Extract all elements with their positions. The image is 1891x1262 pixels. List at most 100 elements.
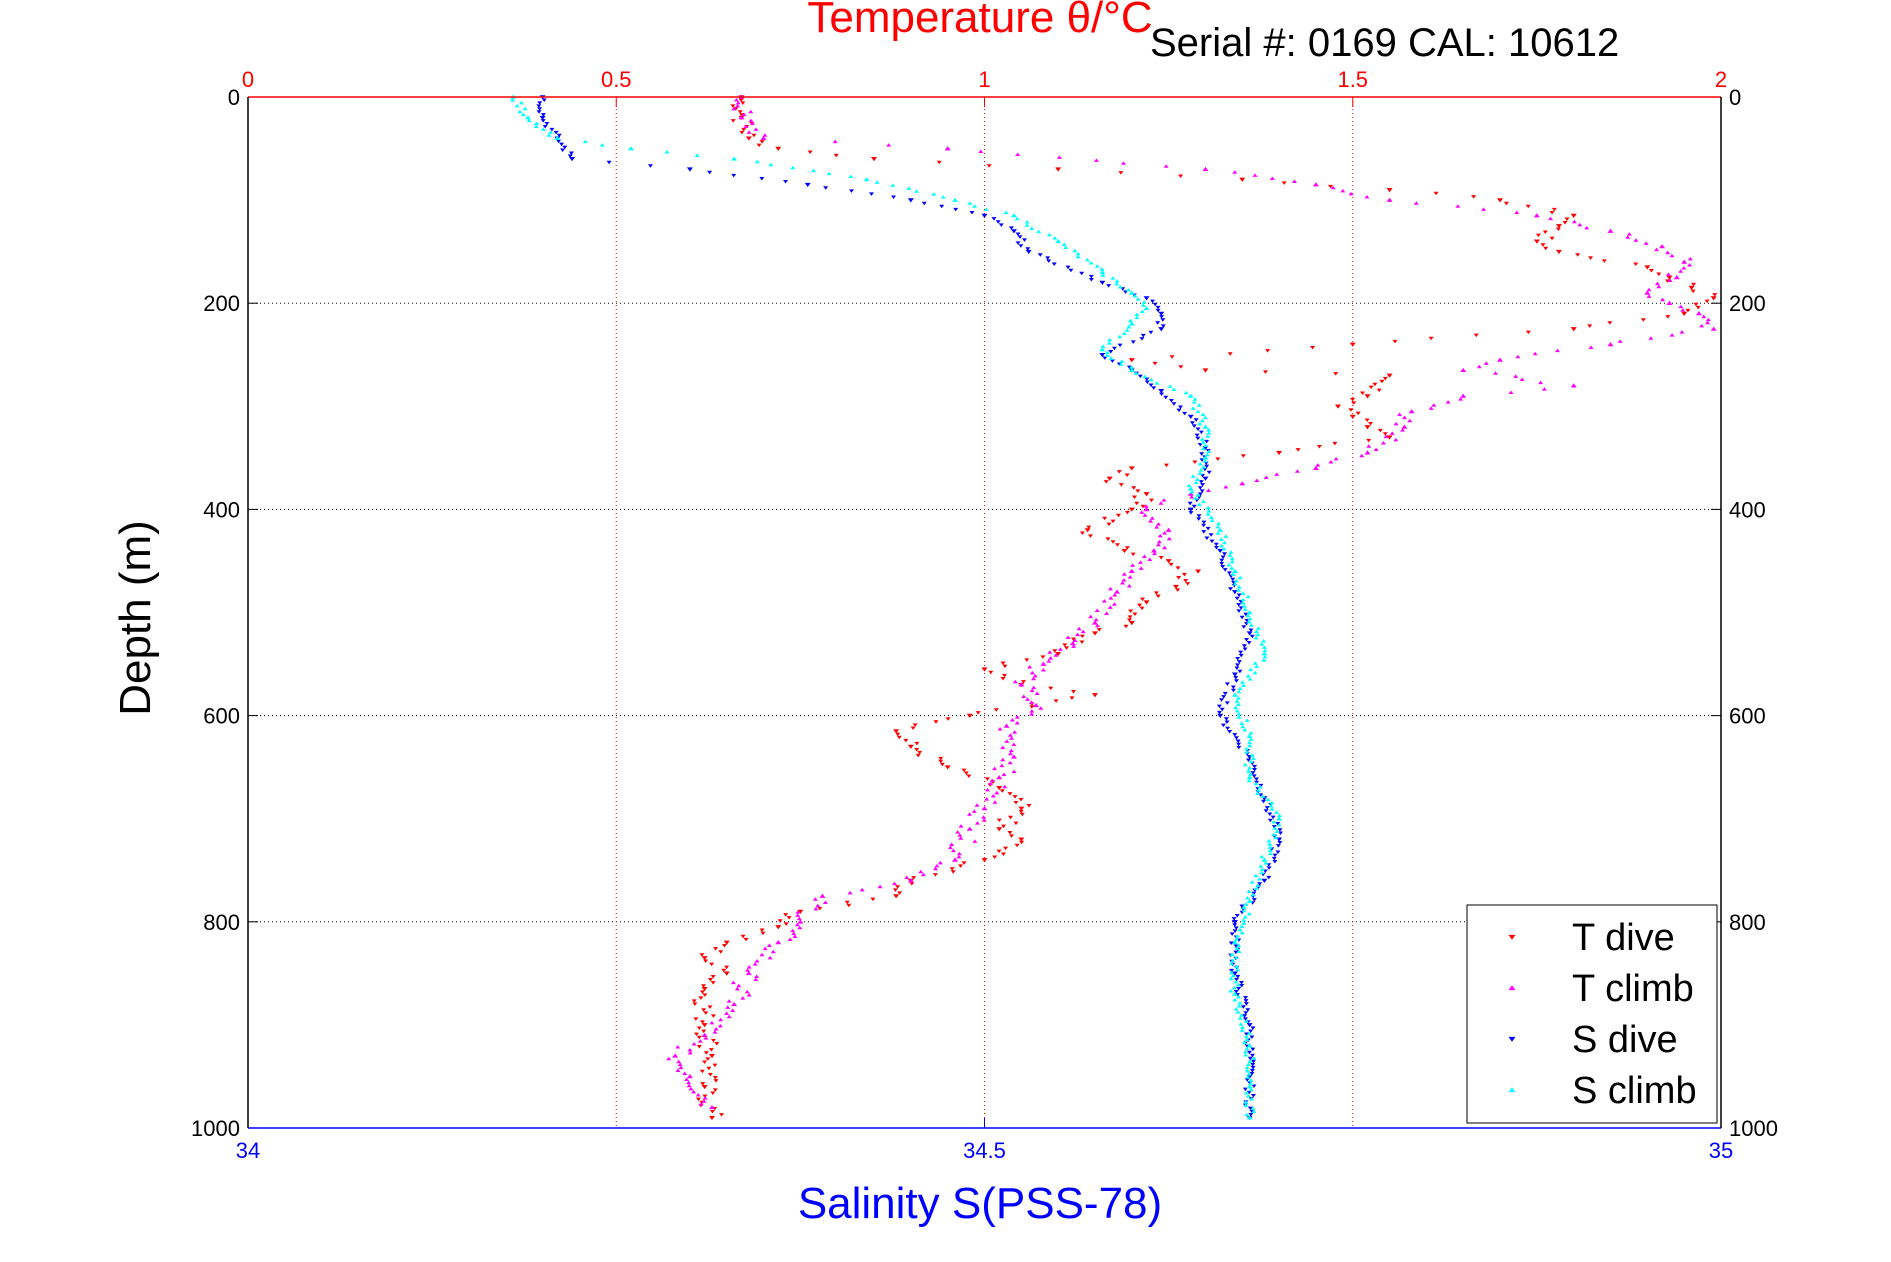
data-point-s-climb [1143,305,1150,311]
data-point-s-climb [1265,797,1271,802]
data-point-s-climb [1253,781,1259,786]
data-point-s-climb [1241,604,1247,608]
data-point-s-dive [1160,324,1166,328]
y-tick-label-left: 200 [203,291,240,316]
data-point-s-climb [1229,952,1235,957]
data-point-s-climb [533,121,539,126]
data-point-s-climb [1200,440,1206,444]
data-point-t-climb [675,1044,681,1049]
data-point-s-dive [1230,685,1236,690]
data-point-t-climb [1386,197,1393,202]
data-point-s-climb [1171,387,1177,392]
data-point-t-dive [917,750,923,755]
data-point-t-climb [731,1001,738,1007]
data-point-s-dive [868,192,874,196]
data-point-t-climb [1071,644,1077,648]
data-point-s-climb [1263,861,1269,865]
data-point-s-dive [1171,402,1177,406]
data-point-t-climb [1508,390,1514,395]
data-point-s-dive [1257,882,1263,886]
data-point-t-dive [701,987,708,992]
data-point-t-climb [1669,333,1675,337]
data-point-t-climb [687,1047,693,1052]
data-point-t-dive [1165,559,1172,564]
data-point-s-climb [1248,1081,1254,1086]
data-point-t-dive [1355,411,1361,416]
data-point-t-dive [1110,519,1116,524]
data-point-t-climb [748,118,754,123]
data-point-t-dive [1377,428,1383,433]
data-point-s-climb [1243,1100,1249,1104]
data-point-t-climb [950,848,956,853]
data-point-s-climb [1236,588,1242,592]
data-point-t-dive [1018,809,1024,814]
data-point-t-dive [695,1097,701,1102]
data-point-t-dive [895,885,901,889]
data-point-t-climb [760,135,767,141]
data-point-s-dive [606,160,612,165]
data-point-s-climb [1243,746,1249,751]
data-point-t-climb [1165,527,1172,532]
data-point-t-dive [702,1060,708,1065]
data-point-s-climb [1235,967,1241,972]
data-point-t-climb [1038,706,1044,710]
data-point-t-climb [1143,507,1150,512]
data-point-t-climb [753,977,759,982]
data-point-t-dive [1152,361,1158,366]
data-point-s-climb [1244,1046,1250,1051]
data-point-t-climb [1158,501,1164,505]
data-point-s-dive [1249,634,1255,639]
data-point-t-climb [1389,431,1395,435]
data-point-s-dive [1158,389,1165,394]
data-point-t-dive [1105,537,1111,541]
data-point-t-climb [791,931,797,936]
data-point-s-dive [1140,333,1146,338]
data-point-t-dive [1543,246,1549,251]
data-point-s-dive [1237,669,1243,674]
data-point-s-climb [1193,496,1199,500]
data-point-t-dive [1000,661,1006,666]
data-point-t-dive [1360,391,1366,396]
data-point-t-climb [792,934,798,939]
data-point-t-climb [1252,173,1258,177]
data-point-s-climb [1247,772,1253,776]
data-point-s-climb [1269,807,1275,811]
data-point-s-dive [1176,408,1182,413]
data-point-t-climb [1695,311,1702,316]
data-point-t-climb [1112,592,1118,597]
data-point-s-dive [1224,701,1230,705]
data-point-t-climb [753,127,759,131]
data-point-t-climb [1148,519,1154,523]
data-point-s-climb [1228,550,1234,554]
data-point-t-dive [709,1110,715,1114]
data-point-s-climb [1216,521,1222,526]
data-point-s-climb [1244,1112,1250,1117]
data-point-s-climb [1248,737,1254,741]
data-point-s-dive [1220,723,1226,728]
data-point-t-dive [1087,534,1093,538]
data-point-t-climb [1033,702,1040,708]
data-point-s-climb [1167,384,1173,388]
data-point-t-climb [709,1020,715,1025]
data-point-s-climb [1240,724,1246,729]
data-point-t-climb [1053,653,1059,657]
data-point-s-climb [1191,400,1197,404]
data-point-t-dive [701,984,707,988]
data-point-t-climb [1701,314,1707,319]
data-point-t-dive [1227,352,1233,356]
data-point-t-climb [1481,207,1487,211]
data-point-t-climb [1121,578,1127,582]
data-point-s-climb [1190,406,1196,410]
data-point-t-climb [1187,491,1194,496]
data-point-s-climb [1261,645,1267,649]
data-point-s-dive [1182,411,1188,416]
data-point-t-climb [1108,596,1114,600]
data-point-s-climb [731,156,738,161]
data-point-t-climb [1223,485,1229,489]
data-point-s-climb [1242,915,1248,919]
data-point-s-climb [1202,424,1209,429]
data-point-s-climb [1243,902,1249,906]
data-point-t-climb [1373,447,1379,451]
data-point-t-dive [993,708,999,712]
data-point-s-dive [1228,941,1234,946]
